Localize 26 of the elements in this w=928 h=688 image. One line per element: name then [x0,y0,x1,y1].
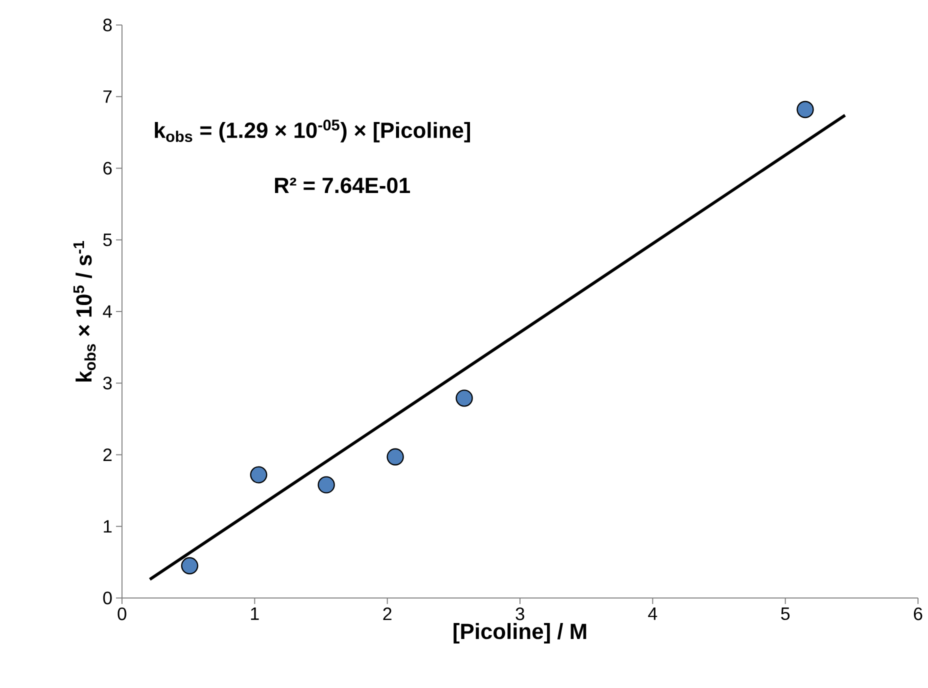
y-tick-label: 5 [103,234,112,246]
x-tick-label: 2 [383,608,392,620]
point [456,390,473,407]
x-tick-label: 5 [781,608,790,620]
y-tick-label: 4 [102,305,112,318]
y-tick-label: 1 [104,520,112,533]
y-tick-label: 7 [103,90,112,103]
x-tick-label: 4 [648,608,658,620]
point [796,100,814,118]
x-tick-label: 0 [118,608,126,620]
y-tick-label: 3 [103,376,112,390]
annotation: R² = 7.64E-01 [275,178,410,194]
y-tick-label: 0 [103,592,112,604]
y-tick-label: 2 [103,448,112,462]
x-tick-label: 3 [516,608,524,620]
annotation: k$_{obs}$ = (1.29 × 10$^{-05}$) × [Picoline] [154,120,470,142]
y-axis-title: k$_{obs}$ × 10$^{5}$ / s$^{-1}$ [73,240,96,382]
point [318,476,335,494]
point [386,448,404,466]
y-tick-label: 8 [103,18,112,32]
x-tick-label: 6 [914,608,922,620]
point [181,557,198,574]
x-axis-title: [Picoline] / M [454,623,586,644]
point [250,466,268,484]
y-tick-label: 6 [103,162,112,175]
x-tick-label: 1 [251,608,259,620]
